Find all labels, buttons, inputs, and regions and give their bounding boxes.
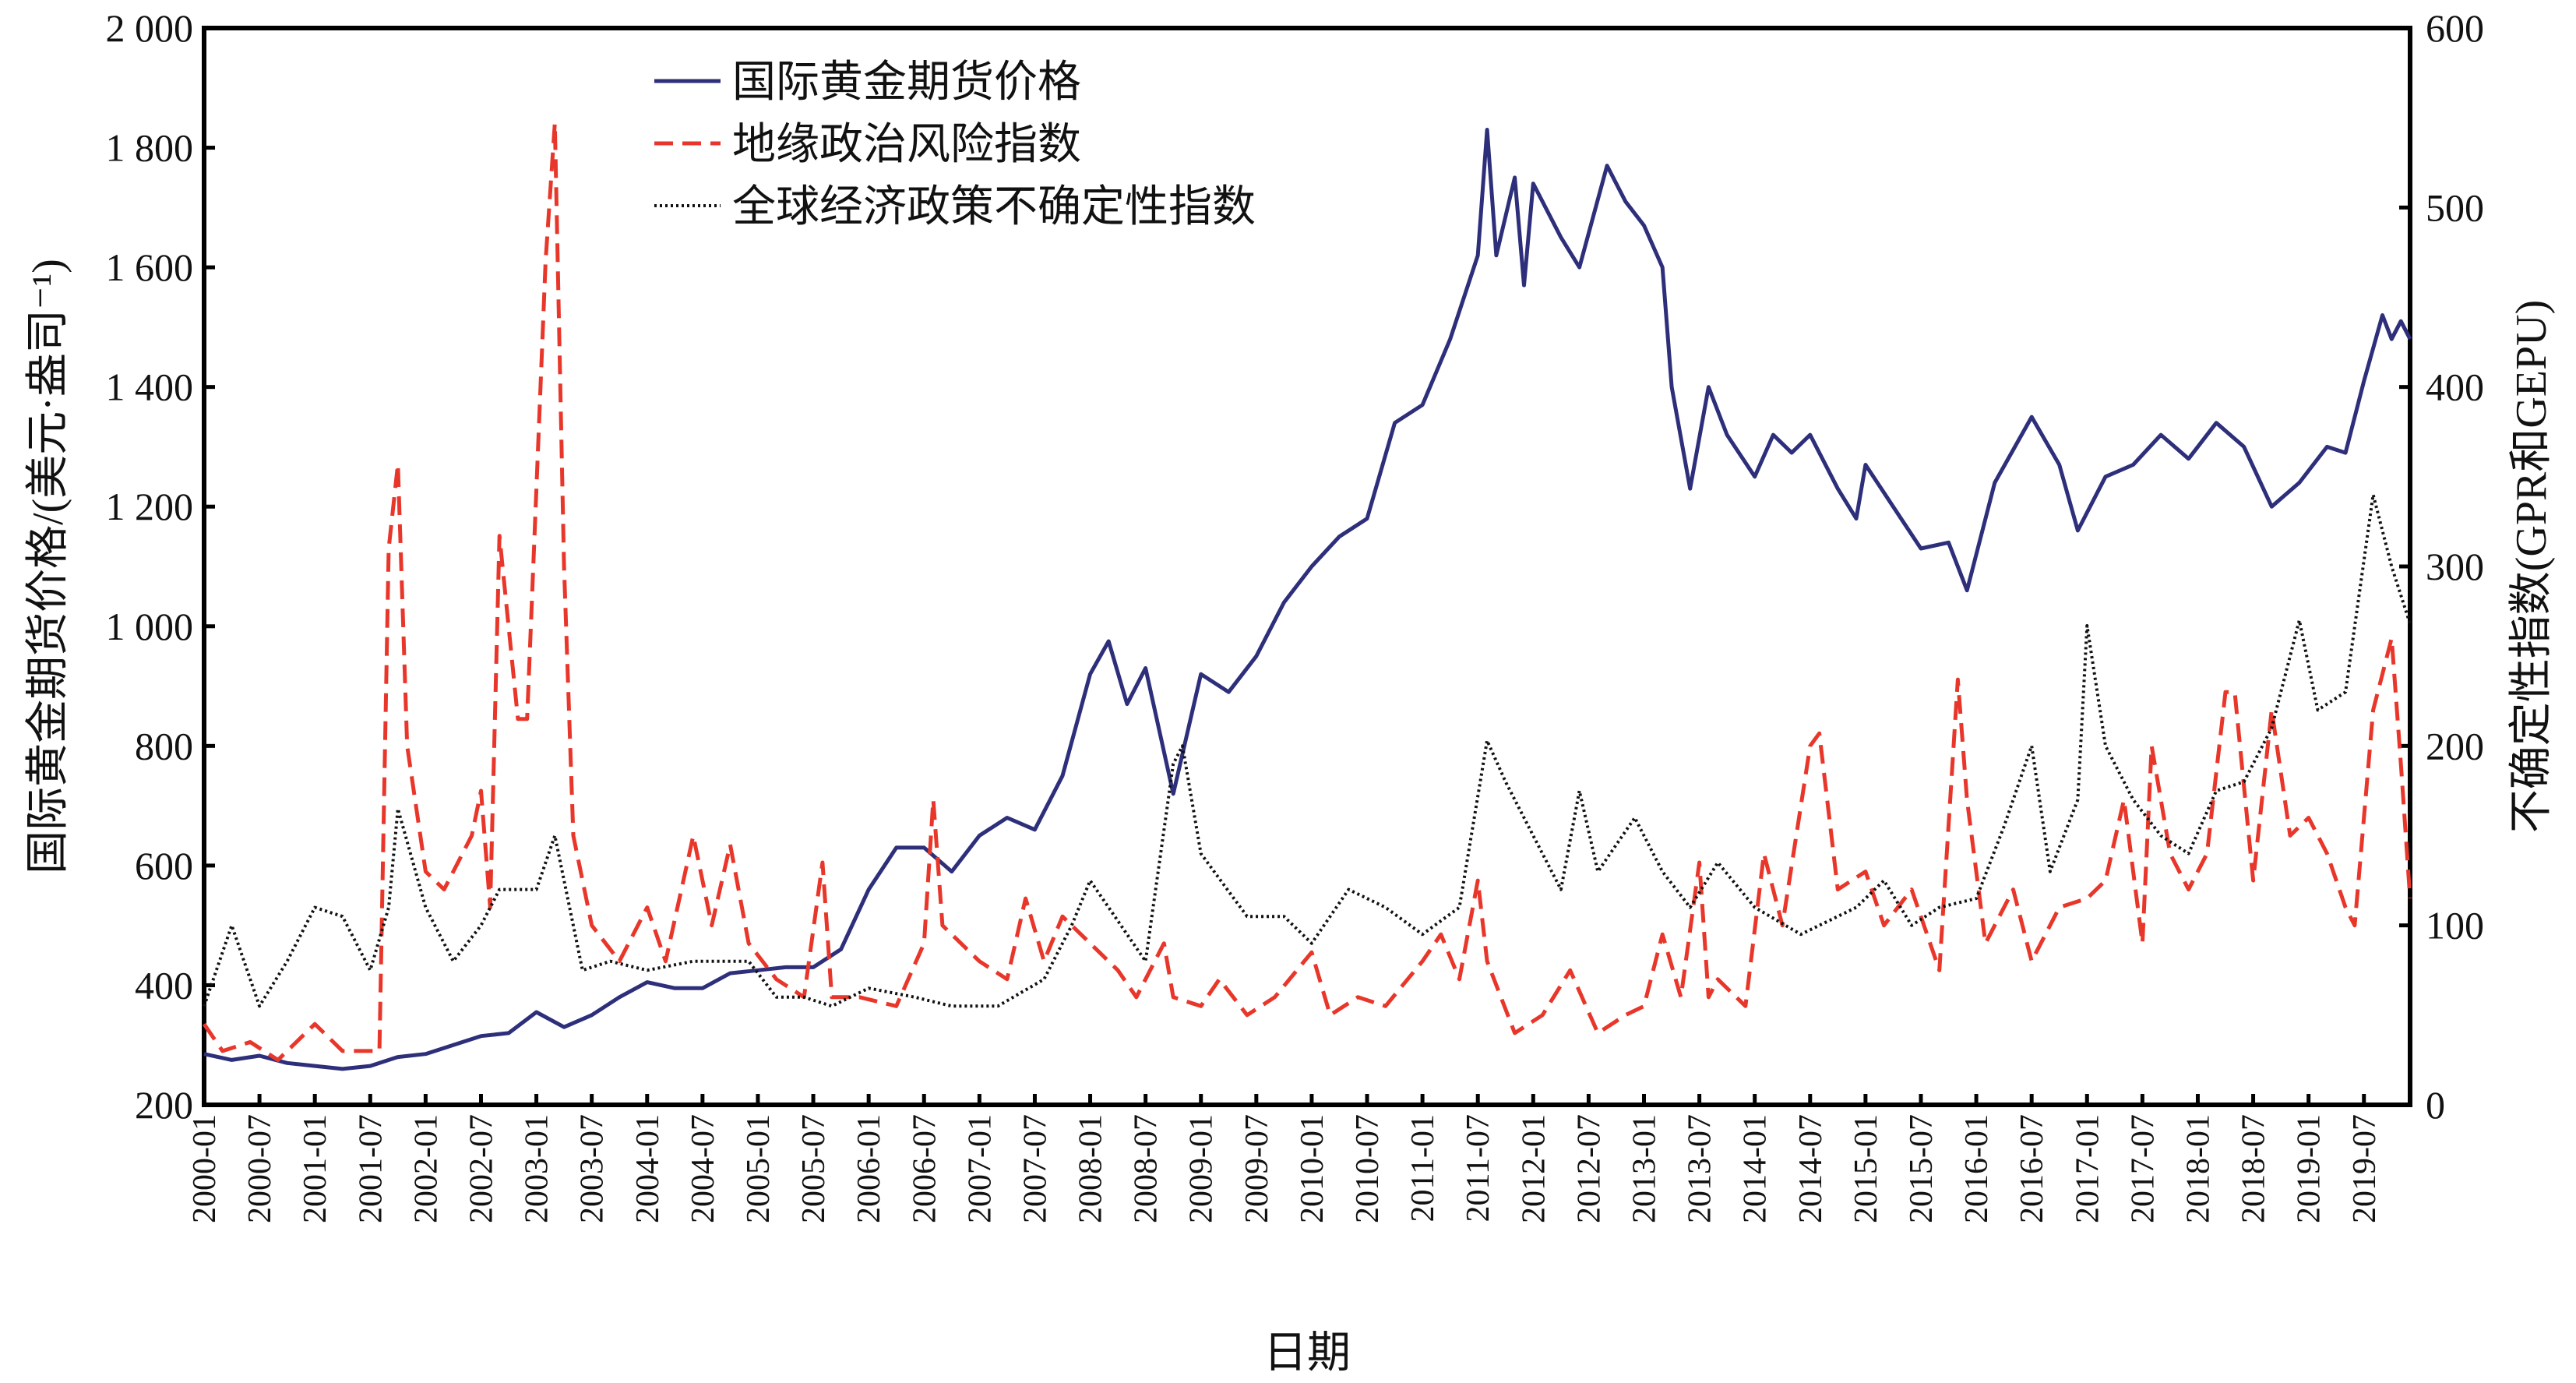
- plot-frame: [202, 26, 2412, 1107]
- legend-label-gepu: 全球经济政策不确定性指数: [732, 183, 1256, 231]
- x-tick-label: 2017-07: [2125, 1114, 2161, 1223]
- x-tick-label: 2010-07: [1350, 1114, 1386, 1223]
- x-tick-label: 2012-01: [1516, 1114, 1552, 1223]
- right-tick-label: 100: [2426, 904, 2484, 947]
- left-tick-label: 1 000: [106, 605, 194, 648]
- left-tick-label: 1 800: [106, 126, 194, 170]
- legend-label-gpr: 地缘政治风险指数: [732, 121, 1081, 169]
- x-tick-label: 2013-01: [1627, 1114, 1663, 1223]
- right-axis-ticks: 0 100 200 300 400 500 600: [2399, 6, 2484, 1127]
- x-tick-label: 2009-01: [1184, 1114, 1220, 1223]
- x-tick-label: 2003-01: [520, 1114, 555, 1223]
- left-axis-label: 国际黄金期货价格/(美元·盎司⁻¹): [24, 259, 72, 874]
- right-tick-label: 500: [2426, 185, 2484, 229]
- left-tick-label: 1 200: [106, 485, 194, 528]
- right-axis-label: 不确定性指数(GPR和GEPU): [2507, 300, 2556, 833]
- left-tick-label: 600: [135, 844, 193, 887]
- x-tick-label: 2016-01: [1959, 1114, 1995, 1223]
- x-tick-label: 2000-07: [242, 1114, 278, 1223]
- x-tick-label: 2017-01: [2070, 1114, 2106, 1223]
- right-tick-label: 0: [2426, 1083, 2445, 1127]
- x-tick-label: 2006-07: [907, 1114, 943, 1223]
- x-tick-label: 2019-07: [2347, 1114, 2383, 1223]
- x-tick-label: 2002-07: [463, 1114, 499, 1223]
- series-group: [202, 121, 2412, 1071]
- left-tick-label: 1 600: [106, 245, 194, 289]
- x-tick-label: 2018-07: [2236, 1114, 2272, 1223]
- x-tick-label: 2014-01: [1738, 1114, 1774, 1223]
- left-tick-label: 2 000: [106, 6, 194, 50]
- x-tick-label: 2015-07: [1904, 1114, 1940, 1223]
- x-tick-label: 2000-01: [187, 1114, 223, 1223]
- x-tick-label: 2001-01: [298, 1114, 333, 1223]
- right-tick-label: 300: [2426, 545, 2484, 588]
- x-tick-label: 2011-07: [1461, 1114, 1496, 1222]
- x-tick-label: 2002-01: [408, 1114, 444, 1223]
- gold-price-line: [203, 128, 2412, 1071]
- gepu-index-line: [203, 492, 2412, 1008]
- left-axis-ticks: 200 400 600 800 1 000 1 200 1 400 1 600 1 800 2 0…: [106, 6, 215, 1127]
- x-tick-label: 2007-01: [962, 1114, 998, 1223]
- x-tick-label: 2012-07: [1571, 1114, 1607, 1223]
- x-tick-label: 2014-07: [1793, 1114, 1829, 1223]
- left-tick-label: 800: [135, 724, 193, 767]
- right-tick-label: 400: [2426, 365, 2484, 409]
- x-tick-label: 2010-01: [1295, 1114, 1330, 1223]
- x-tick-label: 2019-01: [2292, 1114, 2328, 1223]
- x-tick-label: 2004-01: [630, 1114, 666, 1223]
- right-tick-label: 600: [2426, 6, 2484, 50]
- x-tick-label: 2001-07: [353, 1114, 389, 1223]
- x-tick-label: 2006-01: [851, 1114, 887, 1223]
- x-tick-label: 2013-07: [1683, 1114, 1718, 1223]
- x-tick-label: 2018-01: [2180, 1114, 2216, 1223]
- x-tick-label: 2004-07: [685, 1114, 721, 1223]
- legend-label-gold: 国际黄金期货价格: [732, 58, 1081, 107]
- legend: 国际黄金期货价格 地缘政治风险指数 全球经济政策不确定性指数: [654, 58, 1256, 231]
- x-tick-label: 2005-01: [741, 1114, 777, 1223]
- x-axis-label: 日期: [1263, 1329, 1351, 1378]
- x-tick-label: 2016-07: [2014, 1114, 2050, 1223]
- x-tick-label: 2008-07: [1129, 1114, 1165, 1223]
- right-tick-label: 200: [2426, 724, 2484, 767]
- left-tick-label: 400: [135, 963, 193, 1007]
- left-tick-label: 1 400: [106, 365, 194, 409]
- x-axis-ticks: 2000-01 2000-07 2001-01 2001-07 2002-01 2002-…: [187, 1094, 2383, 1223]
- gpr-index-line: [202, 121, 2412, 1062]
- x-tick-label: 2011-01: [1405, 1114, 1441, 1222]
- x-tick-label: 2003-07: [575, 1114, 611, 1223]
- x-tick-label: 2015-01: [1848, 1114, 1884, 1223]
- x-tick-label: 2005-07: [796, 1114, 832, 1223]
- left-tick-label: 200: [135, 1083, 193, 1127]
- x-tick-label: 2009-07: [1239, 1114, 1275, 1223]
- x-tick-label: 2008-01: [1073, 1114, 1109, 1223]
- x-tick-label: 2007-07: [1017, 1114, 1053, 1223]
